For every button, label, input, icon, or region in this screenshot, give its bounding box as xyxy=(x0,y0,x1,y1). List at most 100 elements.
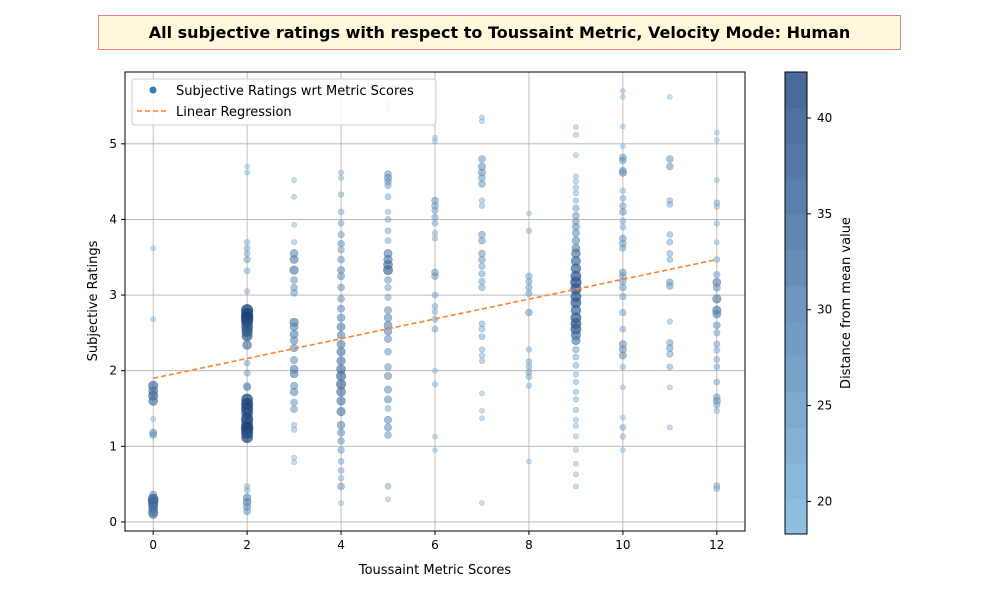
scatter-point xyxy=(619,424,627,431)
y-tick-label: 4 xyxy=(109,212,117,226)
scatter-point xyxy=(290,289,298,297)
colorbar-label: Distance from mean value xyxy=(839,217,854,389)
scatter-point xyxy=(713,485,721,492)
scatter-point xyxy=(713,256,721,263)
colorbar-tick-label: 30 xyxy=(817,303,832,317)
scatter-point xyxy=(619,433,627,440)
scatter-point xyxy=(336,420,346,430)
scatter-point xyxy=(525,368,533,376)
scatter-point xyxy=(290,422,298,429)
scatter-point xyxy=(150,416,157,423)
scatter-point xyxy=(431,325,439,333)
scatter-point xyxy=(666,162,674,171)
y-tick-label: 5 xyxy=(109,137,117,151)
scatter-point xyxy=(431,291,439,299)
scatter-point xyxy=(713,129,720,136)
x-tick-label: 12 xyxy=(709,538,724,552)
x-tick-label: 4 xyxy=(337,538,345,552)
scatter-point xyxy=(431,315,439,323)
scatter-point xyxy=(432,433,438,440)
scatter-point xyxy=(244,163,250,170)
scatter-point xyxy=(243,250,251,257)
scatter-point xyxy=(526,458,532,465)
regression-line-group xyxy=(153,258,717,380)
scatter-point xyxy=(243,487,251,494)
x-axis-label: Toussaint Metric Scores xyxy=(358,563,511,578)
scatter-point xyxy=(619,308,627,317)
scatter-point xyxy=(291,454,298,461)
scatter-point xyxy=(336,406,346,417)
scatter-point xyxy=(666,231,674,238)
scatter-point xyxy=(432,447,438,453)
scatter-point xyxy=(337,482,345,491)
legend: Subjective Ratings wrt Metric Scores Lin… xyxy=(131,78,437,126)
scatter-point xyxy=(291,239,298,246)
scatter-point xyxy=(618,351,627,360)
colorbar-band xyxy=(785,320,807,357)
scatter-point xyxy=(290,276,298,284)
scatter-point xyxy=(431,272,439,280)
colorbar-band xyxy=(785,178,807,215)
scatter-point xyxy=(384,395,393,404)
scatter-point xyxy=(337,231,345,239)
scatter-point xyxy=(150,245,157,252)
scatter-point xyxy=(384,385,393,394)
x-tick-label: 8 xyxy=(525,538,533,552)
scatter-point xyxy=(478,236,486,245)
scatter-point xyxy=(620,123,626,130)
scatter-point xyxy=(619,414,626,421)
scatter-point xyxy=(336,339,346,349)
scatter-point xyxy=(479,407,485,414)
colorbar-ticks: 20 25 30 35 40 xyxy=(807,111,832,508)
scatter-point xyxy=(384,227,392,235)
scatter-point xyxy=(712,309,722,319)
scatter-point xyxy=(713,321,721,330)
scatter-point xyxy=(384,276,392,284)
scatter-point xyxy=(619,325,627,333)
colorbar-band xyxy=(785,285,807,322)
scatter-point xyxy=(525,363,533,371)
scatter-point xyxy=(572,422,579,429)
scatter-point xyxy=(432,138,438,145)
scatter-point xyxy=(478,270,486,278)
y-axis-label: Subjective Ratings xyxy=(86,240,101,361)
scatter-point xyxy=(337,246,345,254)
scatter-point xyxy=(243,239,251,246)
scatter-point xyxy=(337,446,345,454)
scatter-point xyxy=(619,363,627,371)
scatter-point xyxy=(384,431,392,439)
scatter-point xyxy=(289,322,299,332)
scatter-point xyxy=(337,428,346,437)
scatter-point xyxy=(526,210,532,217)
scatter-point xyxy=(619,202,627,210)
scatter-point xyxy=(666,250,674,257)
y-axis-ticks: 0 1 2 3 4 5 xyxy=(109,137,125,529)
scatter-point xyxy=(572,447,579,454)
scatter-point xyxy=(290,356,299,365)
scatter-point xyxy=(619,447,626,454)
scatter-point xyxy=(571,335,581,346)
scatter-point xyxy=(525,227,533,234)
scatter-point xyxy=(713,271,721,279)
scatter-point xyxy=(525,277,533,286)
scatter-point xyxy=(478,325,486,333)
scatter-point xyxy=(571,229,580,238)
scatter-point xyxy=(336,322,346,332)
scatter-point xyxy=(337,283,345,292)
legend-label-regression: Linear Regression xyxy=(176,105,292,120)
legend-label-scatter: Subjective Ratings wrt Metric Scores xyxy=(176,84,414,99)
scatter-point xyxy=(478,352,486,359)
scatter-point xyxy=(337,467,345,474)
scatter-point xyxy=(337,219,345,227)
scatter-point xyxy=(291,459,298,466)
colorbar-band xyxy=(785,143,807,180)
scatter-point xyxy=(337,304,346,313)
scatter-point xyxy=(479,390,485,397)
scatter-point xyxy=(384,283,392,292)
scatter-point xyxy=(478,333,486,341)
x-tick-label: 6 xyxy=(431,538,439,552)
scatter-point xyxy=(290,405,298,414)
scatter-point xyxy=(572,396,580,403)
scatter-point xyxy=(713,346,721,354)
